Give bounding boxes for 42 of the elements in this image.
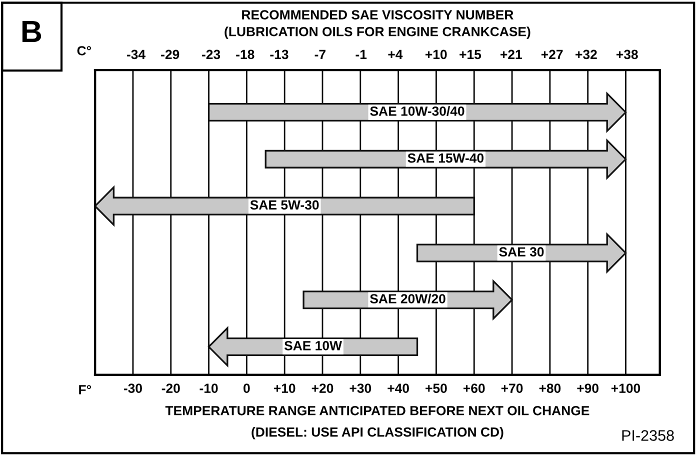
x-tick-label: +100 — [611, 384, 640, 393]
x2-tick-label: +32 — [576, 50, 597, 60]
x2-tick-label: +27 — [541, 50, 563, 59]
text: PI-2358 — [622, 430, 674, 441]
chart-subtitle: (LUBRICATION OILS FOR ENGINE CRANKCASE) — [224, 26, 530, 39]
x-tick-label: 0 — [244, 384, 250, 393]
y-tick-label: SAE 30 — [499, 247, 544, 257]
x-tick-label: +30 — [350, 384, 372, 393]
x-tick-label: -20 — [162, 384, 180, 393]
y-tick-label: SAE 10W-30/40 — [370, 106, 464, 116]
x-tick-label: +20 — [312, 384, 334, 393]
x-tick-label: +10 — [274, 384, 296, 393]
y-tick-label: SAE 5W-30 — [250, 200, 319, 210]
x-tick-label: +60 — [463, 384, 485, 393]
x-axis-title: TEMPERATURE RANGE ANTICIPATED BEFORE NEXT OIL CHANGE — [165, 406, 590, 416]
chart-title: RECOMMENDED SAE VISCOSITY NUMBER — [242, 10, 514, 20]
x2-tick-label: +15 — [460, 50, 482, 60]
x2-tick-label: +21 — [500, 50, 522, 59]
y-tick-label: SAE 20W/20 — [370, 294, 446, 304]
x-tick-label: +70 — [501, 384, 523, 393]
y-tick-label: SAE 10W — [284, 340, 342, 350]
x2-tick-label: -34 — [126, 50, 146, 60]
text: (DIESEL: USE API CLASSIFICATION CD) — [252, 427, 504, 440]
x-tick-label: -10 — [200, 384, 218, 393]
y-tick-label: SAE 15W-40 — [408, 153, 484, 163]
x-tick-label: +90 — [577, 384, 598, 393]
x2-tick-label: -18 — [236, 50, 254, 60]
x-tick-label: +80 — [539, 384, 561, 393]
text: C° — [77, 46, 91, 56]
text: B — [22, 21, 42, 42]
text: F° — [79, 385, 92, 394]
x-tick-label: -30 — [124, 384, 142, 393]
x2-tick-label: -23 — [202, 50, 220, 60]
x2-tick-label: +38 — [616, 50, 638, 60]
x2-tick-label: -13 — [270, 50, 288, 60]
x-tick-label: +50 — [426, 384, 447, 393]
x2-tick-label: -29 — [161, 50, 180, 60]
x2-tick-label: -1 — [356, 50, 367, 59]
x2-tick-label: +4 — [388, 50, 403, 59]
x2-tick-label: -7 — [314, 50, 326, 59]
x-tick-label: +40 — [388, 384, 409, 393]
x2-tick-label: +10 — [425, 50, 447, 60]
